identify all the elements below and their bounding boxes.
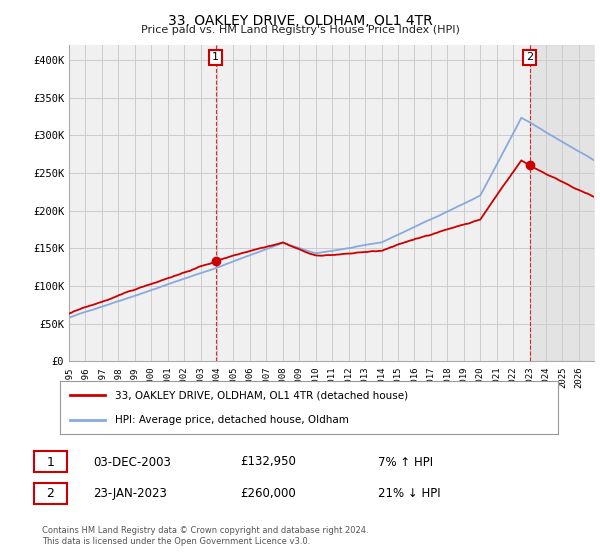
Text: 23-JAN-2023: 23-JAN-2023	[93, 487, 167, 501]
Text: 2: 2	[46, 487, 55, 501]
Text: Price paid vs. HM Land Registry's House Price Index (HPI): Price paid vs. HM Land Registry's House …	[140, 25, 460, 35]
Text: 1: 1	[46, 455, 55, 469]
Text: 33, OAKLEY DRIVE, OLDHAM, OL1 4TR: 33, OAKLEY DRIVE, OLDHAM, OL1 4TR	[167, 14, 433, 28]
Text: Contains HM Land Registry data © Crown copyright and database right 2024.: Contains HM Land Registry data © Crown c…	[42, 526, 368, 535]
Text: 33, OAKLEY DRIVE, OLDHAM, OL1 4TR (detached house): 33, OAKLEY DRIVE, OLDHAM, OL1 4TR (detac…	[115, 390, 408, 400]
Text: £260,000: £260,000	[240, 487, 296, 501]
Text: 03-DEC-2003: 03-DEC-2003	[93, 455, 171, 469]
Text: 1: 1	[212, 53, 219, 63]
Text: 7% ↑ HPI: 7% ↑ HPI	[378, 455, 433, 469]
Text: This data is licensed under the Open Government Licence v3.0.: This data is licensed under the Open Gov…	[42, 537, 310, 546]
Text: £132,950: £132,950	[240, 455, 296, 469]
Text: 2: 2	[526, 53, 533, 63]
Text: 21% ↓ HPI: 21% ↓ HPI	[378, 487, 440, 501]
Text: HPI: Average price, detached house, Oldham: HPI: Average price, detached house, Oldh…	[115, 414, 349, 424]
